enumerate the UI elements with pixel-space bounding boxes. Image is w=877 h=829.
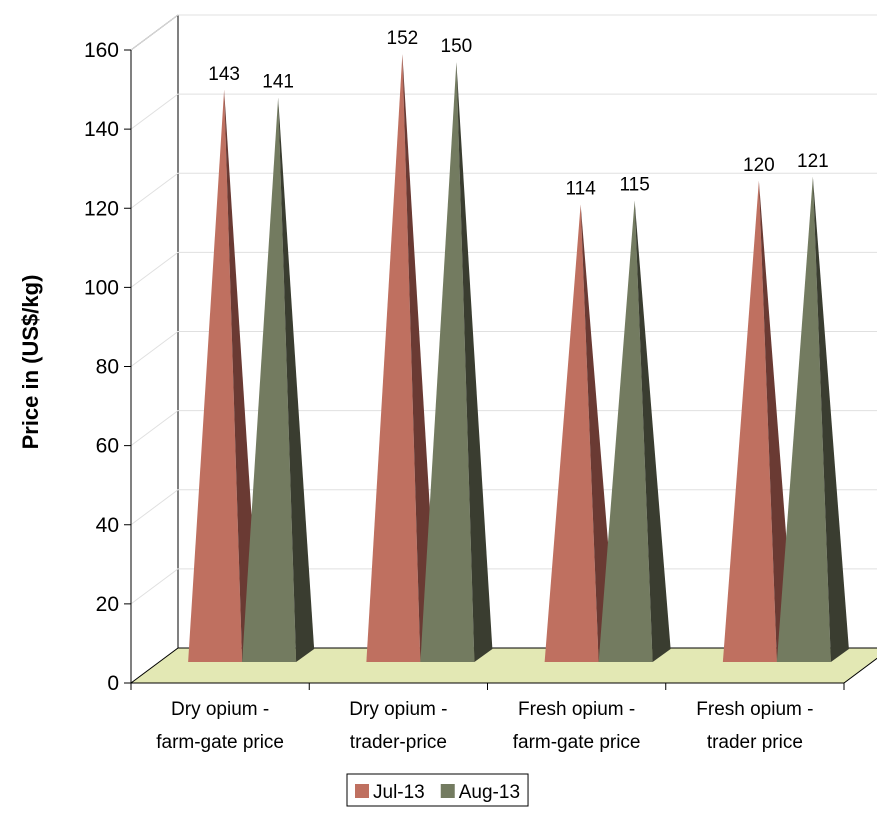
y-tick-label: 100 — [84, 276, 119, 299]
bar-Jul-13-1 — [366, 54, 421, 662]
bar-side-Jul-13-0 — [224, 89, 261, 663]
gridline — [130, 251, 877, 288]
bar-side-Aug-13-0 — [278, 97, 315, 662]
y-tick-label: 0 — [107, 672, 119, 695]
bar-side-Aug-13-3 — [812, 176, 849, 662]
x-category-label: Dry opium - farm-gate price — [156, 699, 284, 753]
legend-swatch — [440, 784, 455, 798]
legend-label: Aug-13 — [459, 782, 520, 803]
bar-Aug-13-3 — [776, 176, 831, 662]
bars — [188, 54, 849, 663]
x-category-label-line: farm-gate price — [156, 732, 284, 753]
x-axis: Dry opium - farm-gate price Dry opium - tra… — [130, 682, 845, 753]
gridline — [130, 93, 877, 130]
data-label: 121 — [797, 151, 829, 172]
bar-side-Aug-13-2 — [634, 200, 671, 662]
y-tick-label: 40 — [96, 514, 119, 537]
y-tick-label: 140 — [84, 118, 119, 141]
bar-Aug-13-0 — [242, 97, 297, 662]
x-category-label-line: Fresh opium - — [518, 699, 635, 720]
x-category-label: Dry opium - trader-price — [349, 699, 447, 753]
bar-side-Aug-13-1 — [456, 62, 493, 662]
data-label: 150 — [441, 36, 473, 57]
y-tick-label: 20 — [96, 593, 119, 616]
gridline — [130, 331, 877, 367]
x-category-label-line: Fresh opium - — [696, 699, 813, 720]
gridlines — [130, 14, 877, 605]
data-label: 115 — [619, 175, 649, 196]
y-tick-label: 80 — [96, 356, 119, 379]
legend: Jul-13 Aug-13 — [346, 773, 529, 807]
data-label: 114 — [565, 178, 596, 199]
legend-box — [346, 773, 529, 807]
x-category-label-line: farm-gate price — [513, 732, 641, 753]
y-tick-label: 60 — [96, 435, 119, 458]
gridline — [130, 14, 877, 51]
data-label: 143 — [208, 64, 240, 85]
x-category-label: Fresh opium - farm-gate price — [513, 699, 641, 753]
x-category-label: Fresh opium - trader price — [696, 699, 813, 753]
legend-label: Jul-13 — [373, 782, 425, 803]
data-labels: 143 152 114 120 141 150 115 121 — [208, 28, 828, 199]
y-tick-label: 160 — [84, 39, 119, 62]
x-category-label-line: trader-price — [350, 732, 447, 753]
data-label: 141 — [262, 72, 294, 93]
legend-swatch — [355, 784, 369, 798]
y-axis: 0 20 40 60 80 100 120 140 160 — [84, 39, 132, 695]
x-category-label-line: Dry opium - — [349, 699, 447, 720]
y-tick-label: 120 — [84, 197, 119, 220]
data-label: 152 — [387, 28, 419, 49]
wall-top-edge — [130, 14, 877, 51]
gridline — [130, 410, 877, 447]
bar-side-Jul-13-1 — [402, 54, 439, 662]
data-label: 120 — [743, 155, 775, 176]
gridline — [130, 172, 877, 209]
x-category-label-line: trader price — [707, 732, 803, 753]
y-axis-title: Price in (US$/kg) — [18, 275, 43, 450]
x-category-label-line: Dry opium - — [171, 699, 269, 720]
